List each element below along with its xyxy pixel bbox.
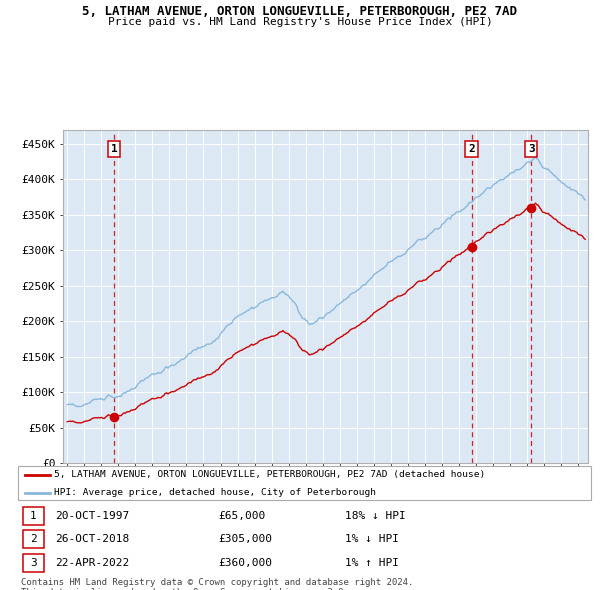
Text: 5, LATHAM AVENUE, ORTON LONGUEVILLE, PETERBOROUGH, PE2 7AD (detached house): 5, LATHAM AVENUE, ORTON LONGUEVILLE, PET…	[53, 470, 485, 480]
Text: 2: 2	[30, 535, 37, 544]
Text: Price paid vs. HM Land Registry's House Price Index (HPI): Price paid vs. HM Land Registry's House …	[107, 17, 493, 27]
Text: 2: 2	[468, 144, 475, 154]
Text: 1: 1	[111, 144, 118, 154]
Text: 18% ↓ HPI: 18% ↓ HPI	[344, 511, 406, 520]
Text: £305,000: £305,000	[218, 535, 272, 544]
Text: 3: 3	[30, 558, 37, 568]
Text: 22-APR-2022: 22-APR-2022	[55, 558, 130, 568]
Text: 1% ↑ HPI: 1% ↑ HPI	[344, 558, 398, 568]
Text: £360,000: £360,000	[218, 558, 272, 568]
Text: £65,000: £65,000	[218, 511, 266, 520]
Text: 1% ↓ HPI: 1% ↓ HPI	[344, 535, 398, 544]
Text: 1: 1	[30, 511, 37, 520]
Bar	[23, 507, 44, 525]
Bar	[23, 554, 44, 572]
Text: 20-OCT-1997: 20-OCT-1997	[55, 511, 130, 520]
Bar	[23, 530, 44, 548]
Text: HPI: Average price, detached house, City of Peterborough: HPI: Average price, detached house, City…	[53, 489, 376, 497]
Text: 26-OCT-2018: 26-OCT-2018	[55, 535, 130, 544]
Text: Contains HM Land Registry data © Crown copyright and database right 2024.
This d: Contains HM Land Registry data © Crown c…	[21, 578, 413, 590]
Text: 3: 3	[528, 144, 535, 154]
Text: 5, LATHAM AVENUE, ORTON LONGUEVILLE, PETERBOROUGH, PE2 7AD: 5, LATHAM AVENUE, ORTON LONGUEVILLE, PET…	[83, 5, 517, 18]
